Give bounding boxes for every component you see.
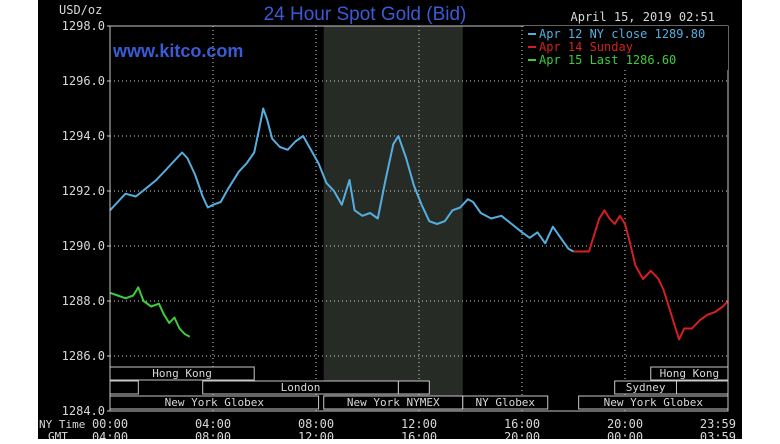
y-tick-label: 1284.0: [62, 404, 105, 418]
session-box: [109, 380, 139, 395]
session-label: New York NYMEX: [347, 396, 440, 409]
series-line: [573, 209, 729, 341]
watermark: www.kitco.com: [112, 41, 243, 61]
chart-title: 24 Hour Spot Gold (Bid): [264, 4, 467, 25]
session-label: Hong Kong: [152, 367, 212, 380]
legend-label: Apr 15 Last 1286.60: [539, 53, 676, 67]
x-tick-label-ny: 12:00: [401, 417, 437, 431]
y-tick-label: 1288.0: [62, 294, 105, 308]
x-row-label-ny: NY Time: [39, 418, 85, 431]
x-row-label-gmt: GMT: [48, 430, 68, 439]
y-tick-label: 1290.0: [62, 239, 105, 253]
x-tick-label-ny: 23:59: [700, 417, 736, 431]
x-tick-label-ny: 04:00: [195, 417, 231, 431]
timestamp: April 15, 2019 02:51: [571, 10, 716, 24]
series-line: [109, 286, 191, 338]
legend-label: Apr 12 NY close 1289.80: [539, 27, 705, 41]
x-tick-label-ny: 08:00: [298, 417, 334, 431]
x-tick-label-gmt: 16:00: [401, 430, 437, 439]
y-unit-label: USD/oz: [59, 3, 102, 17]
session-label: New York Globex: [604, 396, 704, 409]
y-tick-label: 1292.0: [62, 184, 105, 198]
series-line: [109, 107, 574, 253]
y-tick-label: 1286.0: [62, 349, 105, 363]
session-box: [462, 395, 549, 410]
session-label: New York Globex: [165, 396, 265, 409]
series-lines: [109, 107, 729, 341]
plot-frame: [109, 25, 729, 412]
x-tick-label-gmt: 20:00: [504, 430, 540, 439]
grid: [110, 26, 728, 411]
session-box: [676, 380, 729, 395]
legend-label: Apr 14 Sunday: [539, 40, 633, 54]
session-label: Hong Kong: [660, 367, 720, 380]
y-tick-label: 1294.0: [62, 129, 105, 143]
session-box: [397, 380, 430, 395]
x-tick-label-gmt: 00:00: [607, 430, 643, 439]
session-label: Sydney: [626, 381, 666, 394]
x-tick-label-gmt: 08:00: [195, 430, 231, 439]
x-tick-label-ny: 20:00: [607, 417, 643, 431]
legend-box: [524, 26, 728, 70]
nymex-session-shading: [323, 26, 463, 411]
session-label: London: [281, 381, 321, 394]
x-tick-label-gmt: 04:00: [92, 430, 128, 439]
x-tick-label-ny: 16:00: [504, 417, 540, 431]
session-label: NY Globex: [475, 396, 535, 409]
x-tick-label-gmt: 12:00: [298, 430, 334, 439]
x-tick-label-gmt: 03:59: [700, 430, 736, 439]
shaded-region: [323, 26, 463, 411]
y-axis-ticks: 1298.0 1296.0 1294.0 1292.0 1290.0 1288.0 1286…: [62, 19, 110, 418]
y-tick-label: 1296.0: [62, 74, 105, 88]
y-tick-label: 1298.0: [62, 19, 105, 33]
x-tick-label-ny: 00:00: [92, 417, 128, 431]
trading-sessions: Hong Kong London New York Globex New York N…: [109, 366, 729, 410]
